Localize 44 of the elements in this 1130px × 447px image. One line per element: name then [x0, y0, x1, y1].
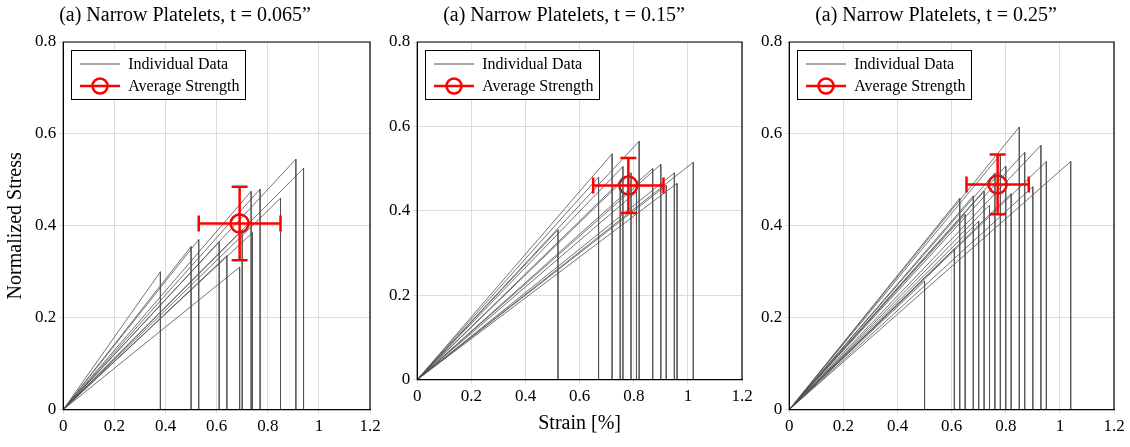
- y-tick-label: 0.2: [761, 307, 783, 327]
- x-tick-label: 0.8: [995, 416, 1017, 436]
- y-tick-label: 0.2: [35, 307, 57, 327]
- y-axis-title: Normalized Stress: [3, 151, 26, 300]
- y-tick-label: 0.4: [389, 200, 411, 220]
- y-tick-label: 0.8: [761, 31, 783, 51]
- x-axis-title: Strain [%]: [538, 411, 622, 434]
- x-tick-label: 0.2: [460, 386, 482, 406]
- y-tick-label: 0.6: [35, 123, 57, 143]
- x-tick-label: 0.4: [886, 416, 909, 436]
- legend-label: Individual Data: [128, 55, 229, 73]
- x-tick-label: 1: [314, 416, 324, 436]
- x-tick-label: 1: [683, 386, 693, 406]
- x-tick-label: 0.4: [154, 416, 177, 436]
- x-tick-label: 0.2: [832, 416, 854, 436]
- x-tick-label: 0.6: [941, 416, 963, 436]
- x-tick-label: 1.2: [1103, 416, 1125, 436]
- y-tick-label: 0.6: [389, 115, 411, 135]
- x-tick-label: 0.8: [623, 386, 645, 406]
- y-tick-label: 0.8: [389, 31, 411, 51]
- x-tick-label: 1: [1055, 416, 1065, 436]
- y-tick-label: 0: [401, 369, 411, 389]
- legend-label: Individual Data: [482, 55, 583, 73]
- y-tick-label: 0.6: [761, 123, 783, 143]
- chart-title: (a) Narrow Platelets, t = 0.25”: [815, 3, 1057, 27]
- x-tick-label: 0.2: [103, 416, 125, 436]
- chart-title: (a) Narrow Platelets, t = 0.065”: [59, 3, 311, 27]
- y-tick-label: 0.8: [35, 31, 57, 51]
- y-tick-label: 0.4: [35, 215, 57, 235]
- legend-label: Average Strength: [854, 77, 966, 95]
- x-tick-label: 0.4: [514, 386, 537, 406]
- x-tick-label: 0.6: [569, 386, 591, 406]
- legend-label: Individual Data: [854, 55, 955, 73]
- y-tick-label: 0: [773, 399, 783, 419]
- x-tick-label: 1.2: [731, 386, 753, 406]
- chart-title: (a) Narrow Platelets, t = 0.15”: [443, 3, 685, 27]
- y-tick-label: 0: [47, 399, 57, 419]
- y-tick-label: 0.4: [761, 215, 783, 235]
- x-tick-label: 0.6: [206, 416, 228, 436]
- x-tick-label: 1.2: [359, 416, 381, 436]
- legend-label: Average Strength: [482, 77, 594, 95]
- y-tick-label: 0.2: [389, 284, 411, 304]
- legend-label: Average Strength: [128, 77, 240, 95]
- x-tick-label: 0.8: [257, 416, 279, 436]
